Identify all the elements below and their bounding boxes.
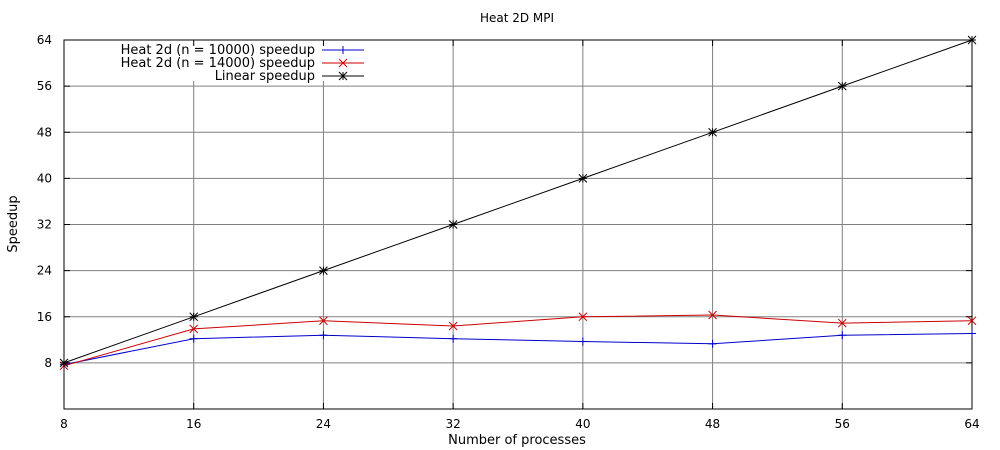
x-tick-label: 8 bbox=[60, 417, 68, 431]
legend-entry: Linear speedup bbox=[215, 69, 364, 84]
data-point bbox=[449, 334, 458, 343]
series-3 bbox=[59, 35, 977, 368]
legend-entry: Heat 2d (n = 14000) speedup bbox=[121, 56, 364, 71]
x-tick-label: 40 bbox=[575, 417, 590, 431]
data-point bbox=[448, 220, 458, 229]
legend-entry: Heat 2d (n = 10000) speedup bbox=[121, 43, 364, 58]
y-tick-label: 32 bbox=[37, 218, 52, 232]
y-tick-label: 24 bbox=[37, 264, 52, 278]
data-point bbox=[319, 331, 328, 340]
y-tick-label: 16 bbox=[37, 310, 52, 324]
x-axis-label: Number of processes bbox=[448, 433, 586, 448]
data-point bbox=[968, 329, 976, 338]
data-point bbox=[448, 321, 458, 331]
data-point bbox=[967, 35, 977, 45]
data-point bbox=[837, 318, 847, 328]
data-point bbox=[319, 266, 328, 275]
x-tick-label: 32 bbox=[446, 417, 461, 431]
data-point bbox=[837, 81, 847, 91]
data-point bbox=[578, 312, 588, 322]
data-point bbox=[708, 310, 717, 320]
y-tick-label: 64 bbox=[37, 33, 52, 47]
x-tick-label: 24 bbox=[316, 417, 331, 431]
series-1 bbox=[60, 329, 976, 369]
data-point bbox=[708, 127, 717, 137]
data-point bbox=[189, 324, 199, 334]
legend-label: Heat 2d (n = 14000) speedup bbox=[121, 56, 315, 71]
data-point bbox=[59, 358, 69, 368]
x-tick-label: 64 bbox=[964, 417, 979, 431]
series-line bbox=[63, 333, 973, 366]
x-tick-label: 16 bbox=[186, 417, 201, 431]
y-tick-label: 8 bbox=[44, 356, 52, 370]
legend-marker bbox=[338, 58, 348, 68]
series bbox=[59, 35, 977, 371]
series-line bbox=[63, 39, 973, 364]
legend-label: Heat 2d (n = 10000) speedup bbox=[121, 43, 315, 58]
data-point bbox=[578, 174, 588, 183]
data-point bbox=[838, 331, 847, 340]
chart-title: Heat 2D MPI bbox=[480, 11, 554, 25]
data-point bbox=[189, 312, 199, 322]
legend-label: Linear speedup bbox=[215, 69, 315, 84]
y-tick-label: 48 bbox=[37, 125, 52, 139]
grid bbox=[64, 40, 972, 409]
data-point bbox=[967, 316, 977, 326]
legend-marker bbox=[339, 46, 347, 54]
data-point bbox=[319, 316, 328, 326]
axis-ticks: 8 16 24 32 40 48 56 64 8 16 24 32 40 48 56 64 bbox=[37, 33, 980, 431]
legend-marker bbox=[338, 71, 348, 81]
series-line bbox=[63, 314, 973, 367]
x-tick-label: 56 bbox=[835, 417, 850, 431]
data-point bbox=[578, 337, 587, 346]
x-tick-label: 48 bbox=[705, 417, 720, 431]
y-axis-label: Speedup bbox=[6, 195, 21, 252]
y-tick-label: 56 bbox=[37, 79, 52, 93]
data-point bbox=[189, 334, 198, 343]
data-point bbox=[708, 339, 717, 348]
y-tick-label: 40 bbox=[37, 171, 52, 185]
